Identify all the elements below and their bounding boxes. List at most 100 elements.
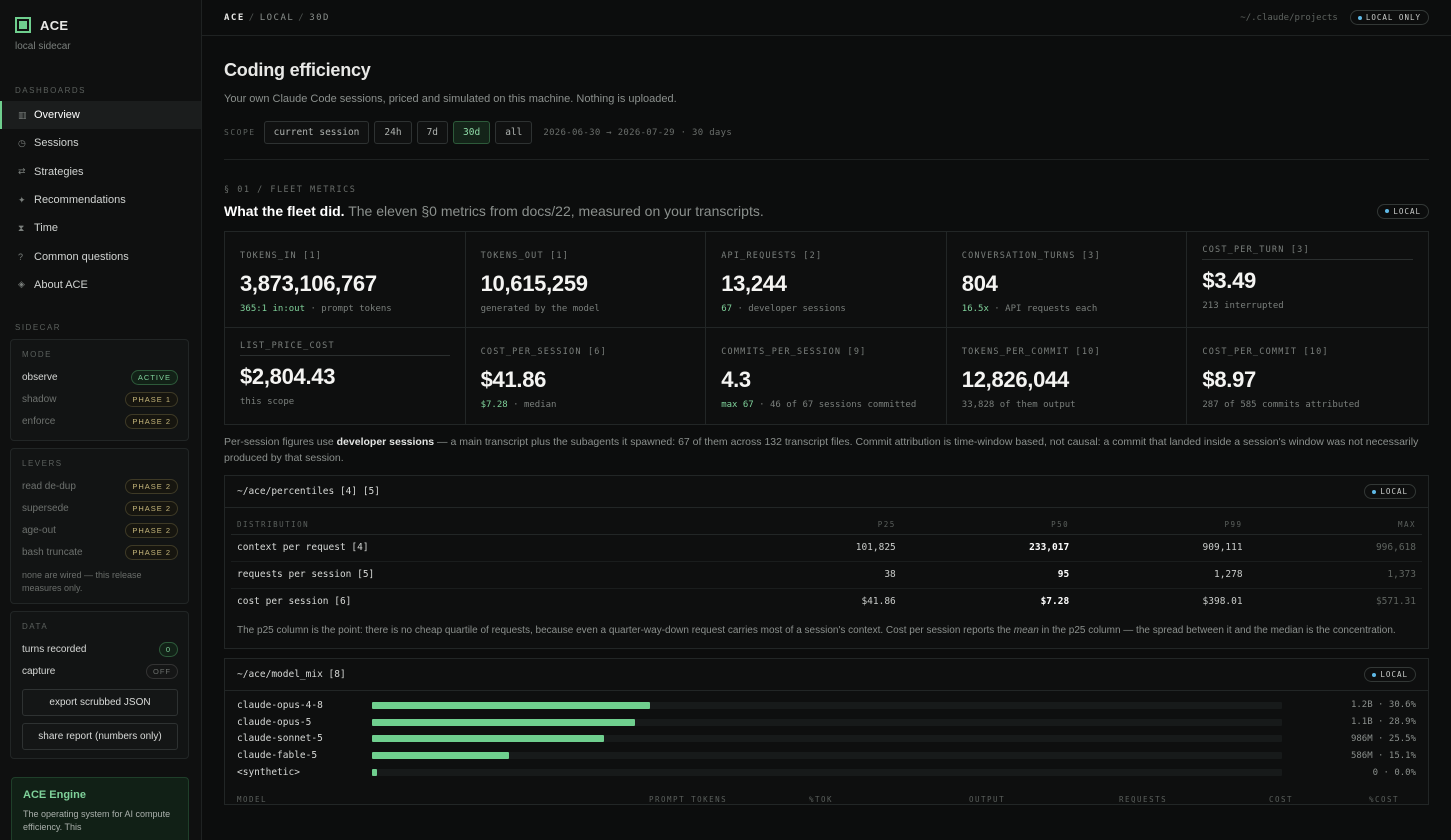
metric-card: COST_PER_SESSION [6] $41.86 $7.28 · median <box>465 328 707 424</box>
sidebar-item-overview[interactable]: ▥ Overview <box>0 101 201 130</box>
local-label: LOCAL <box>1380 670 1408 679</box>
bar-track <box>372 735 1282 743</box>
export-json-button[interactable]: export scrubbed JSON <box>22 689 178 717</box>
metric-card: API_REQUESTS [2] 13,244 67 · developer ses… <box>706 232 947 328</box>
panel-title: ~/ace/model_mix [8] <box>237 669 346 680</box>
mode-box: MODE observe ACTIVE shadow PHASE 1 enfor… <box>10 339 189 442</box>
divider <box>224 159 1429 160</box>
ace-logo-icon <box>15 17 31 33</box>
turns-row: turns recorded 0 <box>22 638 178 660</box>
phase-badge: PHASE 1 <box>125 391 178 407</box>
table-header-row: DISTRIBUTION P25 P50 P99 MAX <box>231 508 1422 535</box>
metric-detail: · 46 of 67 sessions committed <box>753 400 917 410</box>
metric-sub: 365:1 in:out · prompt tokens <box>240 304 450 314</box>
column-header: %TOK <box>809 794 834 804</box>
p50-cell: 95 <box>901 561 1076 589</box>
metric-value: 10,615,259 <box>480 271 588 296</box>
row-label: cost per session [6] <box>237 596 352 608</box>
section-title-rest: The eleven §0 metrics from docs/22, meas… <box>348 203 764 219</box>
phase-badge: PHASE 2 <box>125 522 178 538</box>
scope-chip-current-session[interactable]: current session <box>263 121 370 144</box>
sidebar-item-about[interactable]: ◈ About ACE <box>0 271 201 299</box>
breadcrumb-root[interactable]: ACE <box>224 12 245 23</box>
metric-value: $3.49 <box>1202 268 1256 293</box>
sidebar-item-label: About ACE <box>34 278 88 291</box>
scope-chip-30d[interactable]: 30d <box>453 121 491 144</box>
capture-toggle[interactable]: OFF <box>146 663 178 679</box>
scope-chip-7d[interactable]: 7d <box>416 121 449 144</box>
breadcrumb-local[interactable]: LOCAL <box>259 12 295 23</box>
local-badge: LOCAL <box>1364 667 1416 682</box>
lever-label: supersede <box>22 502 69 514</box>
turns-label: turns recorded <box>22 643 87 655</box>
metric-detail: generated by the model <box>480 304 600 314</box>
share-report-button[interactable]: share report (numbers only) <box>22 723 178 751</box>
section-title-bold: What the fleet did. <box>224 203 345 219</box>
sidebar-item-common-questions[interactable]: ? Common questions <box>0 242 201 270</box>
metric-detail: this scope <box>240 397 295 407</box>
mode-row-shadow[interactable]: shadow PHASE 1 <box>22 388 178 410</box>
brand[interactable]: ACE <box>0 0 201 33</box>
local-label: LOCAL <box>1380 487 1408 496</box>
dashboards-label: DASHBOARDS <box>15 86 87 95</box>
note-text: — a main transcript plus the subagents i… <box>224 436 1419 464</box>
bar-fill <box>372 701 651 709</box>
levers-box: LEVERS read de-dup PHASE 2 supersede PHA… <box>10 448 189 605</box>
metric-value: 804 <box>961 271 998 296</box>
status-badge: ACTIVE <box>130 369 178 385</box>
max-cell: 996,618 <box>1248 534 1422 562</box>
metric-sub: max 67 · 46 of 67 sessions committed <box>721 400 931 410</box>
p25-cell: 38 <box>728 561 902 589</box>
metric-sub: $7.28 · median <box>481 400 691 410</box>
panel-title: ~/ace/percentiles [4] [5] <box>237 486 380 497</box>
p99-cell: $398.01 <box>1202 596 1243 608</box>
percentiles-table: DISTRIBUTION P25 P50 P99 MAX context per… <box>231 508 1422 615</box>
metric-card: CONVERSATION_TURNS [3] 804 16.5x · API req… <box>946 232 1188 328</box>
lever-row: read de-dup PHASE 2 <box>22 475 178 497</box>
metric-value: 4.3 <box>721 367 751 392</box>
scope-chip-24h[interactable]: 24h <box>374 121 412 144</box>
bar-track <box>372 701 1282 709</box>
panel-header: ~/ace/percentiles [4] [5] LOCAL <box>225 476 1428 508</box>
sidebar-item-sessions[interactable]: ◷ Sessions <box>0 129 201 157</box>
swap-icon: ⇄ <box>18 166 26 177</box>
sidebar-item-label: Strategies <box>34 165 84 178</box>
projects-path: ~/.claude/projects <box>1240 12 1338 23</box>
sidebar-item-strategies[interactable]: ⇄ Strategies <box>0 158 201 186</box>
lever-row: bash truncate PHASE 2 <box>22 541 178 563</box>
phase-badge: PHASE 2 <box>125 413 178 429</box>
capture-row: capture OFF <box>22 660 178 682</box>
column-header: REQUESTS <box>1119 794 1168 804</box>
metric-highlight: 365:1 in:out <box>240 304 306 314</box>
clock-icon: ◷ <box>18 137 26 148</box>
p50-cell: 233,017 <box>901 534 1076 562</box>
model-name: claude-opus-5 <box>237 716 312 728</box>
metric-detail: · API requests each <box>988 304 1098 314</box>
p99-cell: 909,111 <box>1075 534 1249 562</box>
scope-chip-all[interactable]: all <box>495 121 533 144</box>
mode-row-observe[interactable]: observe ACTIVE <box>22 366 178 388</box>
p25-cell: 101,825 <box>728 534 902 562</box>
column-header: P50 <box>901 508 1076 535</box>
lever-row: age-out PHASE 2 <box>22 519 178 541</box>
bar-fill <box>372 718 635 726</box>
sidebar-item-time[interactable]: ⧗ Time <box>0 214 201 242</box>
column-header: PROMPT TOKENS <box>649 794 728 804</box>
ace-engine-card[interactable]: ACE Engine The operating system for AI c… <box>11 777 189 840</box>
sidebar-item-recommendations[interactable]: ✦ Recommendations <box>0 186 201 214</box>
model-name: claude-fable-5 <box>237 750 318 762</box>
metric-detail: 33,828 of them output <box>961 400 1076 410</box>
data-title: DATA <box>22 622 49 632</box>
mode-label: observe <box>22 371 58 383</box>
levers-note: none are wired — this release measures o… <box>22 570 142 594</box>
table-row: requests per session [5] 38 95 1,278 1,3… <box>231 561 1422 589</box>
note-text: in the p25 column — the spread between i… <box>1038 625 1396 636</box>
p25-cell: $41.86 <box>861 596 896 608</box>
bar-track <box>372 718 1282 726</box>
row-label: context per request [4] <box>231 534 729 562</box>
metric-sub: 33,828 of them output <box>962 400 1172 410</box>
mode-label: shadow <box>22 393 57 405</box>
mode-row-enforce[interactable]: enforce PHASE 2 <box>22 410 178 432</box>
lever-label: bash truncate <box>22 546 83 558</box>
metric-value: 12,826,044 <box>961 367 1069 392</box>
